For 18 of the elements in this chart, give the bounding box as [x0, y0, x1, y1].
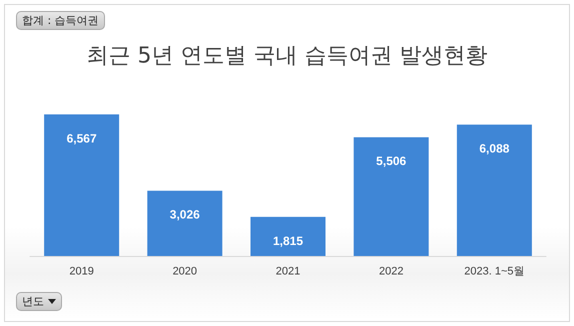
bar	[456, 124, 532, 256]
x-tick-label: 2023. 1~5월	[464, 266, 525, 278]
bar	[354, 137, 429, 256]
data-label: 3,026	[170, 208, 200, 222]
bar	[147, 190, 222, 256]
x-tick-label: 2019	[69, 266, 94, 278]
text: 년도	[22, 294, 44, 309]
x-tick-label: 2020	[172, 266, 198, 278]
x-tick-label: 2021	[276, 266, 300, 278]
data-label: 6,567	[66, 131, 97, 146]
x-tick-label: 2022	[378, 266, 404, 278]
bar	[44, 114, 120, 256]
data-label: 5,506	[376, 154, 407, 168]
text: 합계 : 습득여권	[16, 11, 105, 30]
chart-title: 최근 5년 연도별 국내 습득여권 발생현황	[86, 44, 488, 68]
data-label: 6,088	[479, 142, 510, 156]
bar	[250, 216, 326, 256]
data-label: 1,815	[272, 234, 304, 248]
